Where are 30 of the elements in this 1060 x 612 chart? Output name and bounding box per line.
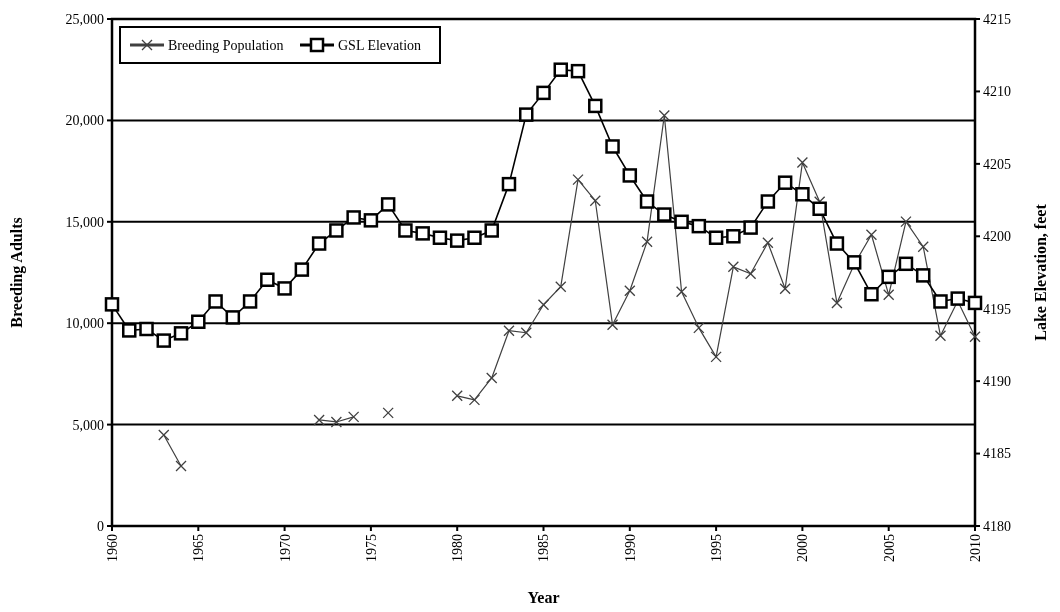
x-tick-label: 2005 xyxy=(881,534,897,562)
x-tick-label: 2010 xyxy=(967,534,983,562)
y2-tick-label: 4190 xyxy=(983,374,1011,390)
x-tick-label: 2000 xyxy=(795,534,811,562)
y2-tick-label: 4215 xyxy=(983,11,1011,27)
x-tick-label: 1975 xyxy=(363,534,379,562)
x-tick-label: 1995 xyxy=(709,534,724,562)
y-tick-label: 5,000 xyxy=(72,417,104,433)
x-tick-label: 1970 xyxy=(277,534,293,562)
y2-tick-label: 4185 xyxy=(983,446,1011,462)
y2-tick-label: 4210 xyxy=(983,84,1011,100)
y2-tick-label: 4200 xyxy=(983,229,1011,245)
x-tick-label: 1985 xyxy=(536,534,552,562)
y-tick-label: 15,000 xyxy=(65,214,104,230)
y2-tick-label: 4205 xyxy=(983,156,1011,172)
y-tick-label: 0 xyxy=(97,518,104,534)
x-tick-label: 1990 xyxy=(622,534,638,562)
legend-label: GSL Elevation xyxy=(338,37,422,53)
x-tick-label: 1980 xyxy=(450,534,466,562)
x-tick-label: 1965 xyxy=(191,534,207,562)
y-tick-label: 20,000 xyxy=(65,113,104,129)
y2-axis-title: Lake Elevation, feet xyxy=(1032,203,1049,341)
y-tick-label: 25,000 xyxy=(65,11,104,27)
legend-label: Breeding Population xyxy=(168,37,284,53)
y2-tick-label: 4180 xyxy=(983,518,1011,534)
x-axis-title: Year xyxy=(527,589,560,606)
y-axis-title: Breeding Adults xyxy=(8,217,26,328)
x-tick-label: 1960 xyxy=(104,534,120,562)
y-tick-label: 10,000 xyxy=(65,316,104,332)
y2-tick-label: 4195 xyxy=(983,301,1011,317)
